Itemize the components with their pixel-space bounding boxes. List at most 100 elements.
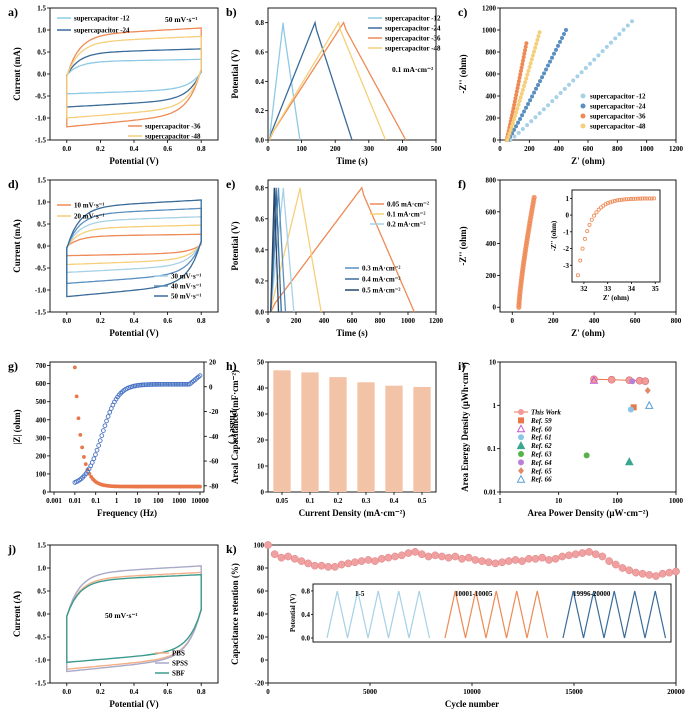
nyquist-point — [510, 112, 515, 117]
legend-swatch — [516, 424, 526, 433]
nyquist-point — [514, 89, 519, 94]
nyquist-point — [513, 113, 518, 118]
y-axis-label: Area Energy Density (μWh·cm⁻²) — [460, 362, 470, 492]
y-tick-label: -1.0 — [35, 287, 47, 295]
x-tick-label: 32 — [580, 285, 588, 293]
inset-point — [578, 258, 583, 263]
legend-entry: supercapacitor -12 — [590, 93, 646, 101]
nyquist-point — [520, 58, 525, 63]
inset-point — [585, 229, 590, 234]
panel-label: k) — [226, 542, 237, 556]
nyquist-point — [515, 106, 520, 111]
y-tick-label: 0.5 — [37, 221, 46, 229]
retention-point — [384, 553, 393, 562]
x-axis-label: Cycle number — [445, 699, 499, 709]
inset-point — [617, 198, 622, 203]
y-tick-label: 40 — [257, 611, 265, 619]
retention-point — [591, 550, 600, 559]
cv-curve — [66, 224, 202, 266]
x-axis-label: Time (s) — [336, 156, 368, 166]
nyquist-point — [558, 39, 563, 44]
nyquist-point — [532, 49, 537, 54]
legend-entry: Ref. 60 — [530, 425, 552, 433]
x-tick-label: 800 — [671, 317, 682, 325]
inset-label: 1-5 — [355, 590, 365, 598]
retention-point — [558, 552, 567, 561]
phase-point — [97, 438, 103, 443]
legend-entry: supercapacitor -24 — [385, 25, 441, 33]
x-axis-label: Z' (ohm) — [603, 294, 630, 302]
y-tick-label: 0.4 — [255, 246, 264, 254]
legend-entry: 10 mV·s⁻¹ — [74, 202, 105, 210]
y-axis-label: -Z'' (ohm) — [458, 226, 468, 265]
retention-point — [578, 549, 587, 557]
x-tick-label: 0.01 — [69, 497, 82, 505]
y-tick-label: 0 — [261, 489, 265, 497]
y-tick-label: 0.8 — [255, 184, 264, 192]
x-tick-label: 0 — [266, 688, 270, 696]
y-tick-label: 0.0 — [301, 635, 310, 643]
retention-point — [310, 561, 319, 570]
nyquist-point — [520, 113, 525, 118]
panel-j: j) 0.0 0.2 0.4 0.6 0.8 -1.5 -1.0 -0.5 0.0 0.5 1.0 1.… — [7, 542, 219, 709]
legend-swatch — [580, 103, 586, 109]
nyquist-point — [550, 55, 555, 60]
y-tick-label: 0 — [261, 657, 265, 665]
gcd-curve — [270, 186, 415, 313]
plot-frame — [49, 361, 205, 493]
nyquist-point — [514, 92, 519, 97]
x-tick-label: 15000 — [565, 688, 583, 696]
inset-point — [587, 222, 592, 227]
panel-a: a) 0.0 0.2 0.4 0.6 0.8 -1.5 -1.0 -0.5 0.0 0.5 1.0 1.… — [8, 5, 219, 166]
y-tick-label: 600 — [486, 71, 497, 79]
retention-point — [525, 554, 533, 563]
bar — [413, 386, 431, 492]
x-tick-label: 0.3 — [362, 497, 371, 505]
phase-point — [178, 381, 184, 387]
plot-frame — [499, 179, 677, 313]
phase-point — [158, 382, 163, 387]
nyquist-point — [505, 138, 510, 142]
y-tick-label: 300 — [36, 434, 47, 442]
panel-label: b) — [226, 5, 237, 19]
x-tick-label: 600 — [347, 317, 358, 325]
cv-curve — [66, 233, 202, 257]
y-tick-label: 0.1 — [487, 445, 496, 453]
impedance-point — [78, 432, 83, 437]
x-tick-label: 1000 — [172, 497, 187, 505]
data-point — [641, 377, 650, 386]
x-axis-label: Frequency (Hz) — [97, 508, 157, 518]
phase-point — [197, 373, 203, 378]
y-tick-label: 0 — [493, 137, 497, 145]
chart-title: 50 mV·s⁻¹ — [105, 611, 138, 620]
panel-label: i) — [458, 359, 465, 373]
y-tick-label: 0.2 — [255, 277, 264, 285]
nyquist-point — [542, 71, 547, 76]
panel-f: f) 0 200 400 600 800 0 200 400 600 800 Z' (ohm) -Z''… — [458, 177, 682, 339]
nyquist-point — [519, 91, 524, 96]
x-tick-label: 0.8 — [197, 317, 206, 325]
phase-point — [146, 382, 152, 387]
nyquist-point — [533, 45, 538, 50]
y-tick-label: 0.0 — [255, 137, 264, 145]
x-axis-label: Time (s) — [336, 328, 368, 338]
legend-entry: 20 mV·s⁻¹ — [74, 213, 105, 221]
panel-i: i) 1 10 100 1000 0.01 0.1 1 10 Area Power Density… — [458, 359, 684, 519]
nyquist-point — [519, 65, 524, 70]
gcd-curve — [269, 21, 387, 141]
x-tick-label: 0.0 — [62, 688, 71, 696]
legend-swatch — [580, 93, 586, 99]
nyquist-point — [536, 82, 541, 87]
y-tick-label: -0.5 — [35, 265, 47, 273]
phase-point — [156, 382, 162, 387]
y-axis-label: -Z'' (ohm) — [550, 220, 558, 251]
inset-point — [619, 197, 624, 202]
nyquist-point — [522, 51, 527, 56]
nyquist-point — [535, 37, 540, 42]
y-tick-label: -0.5 — [35, 634, 47, 642]
legend-swatch — [518, 434, 524, 441]
x-tick-label: 200 — [524, 145, 535, 153]
y-tick-label: -1.0 — [35, 115, 47, 123]
